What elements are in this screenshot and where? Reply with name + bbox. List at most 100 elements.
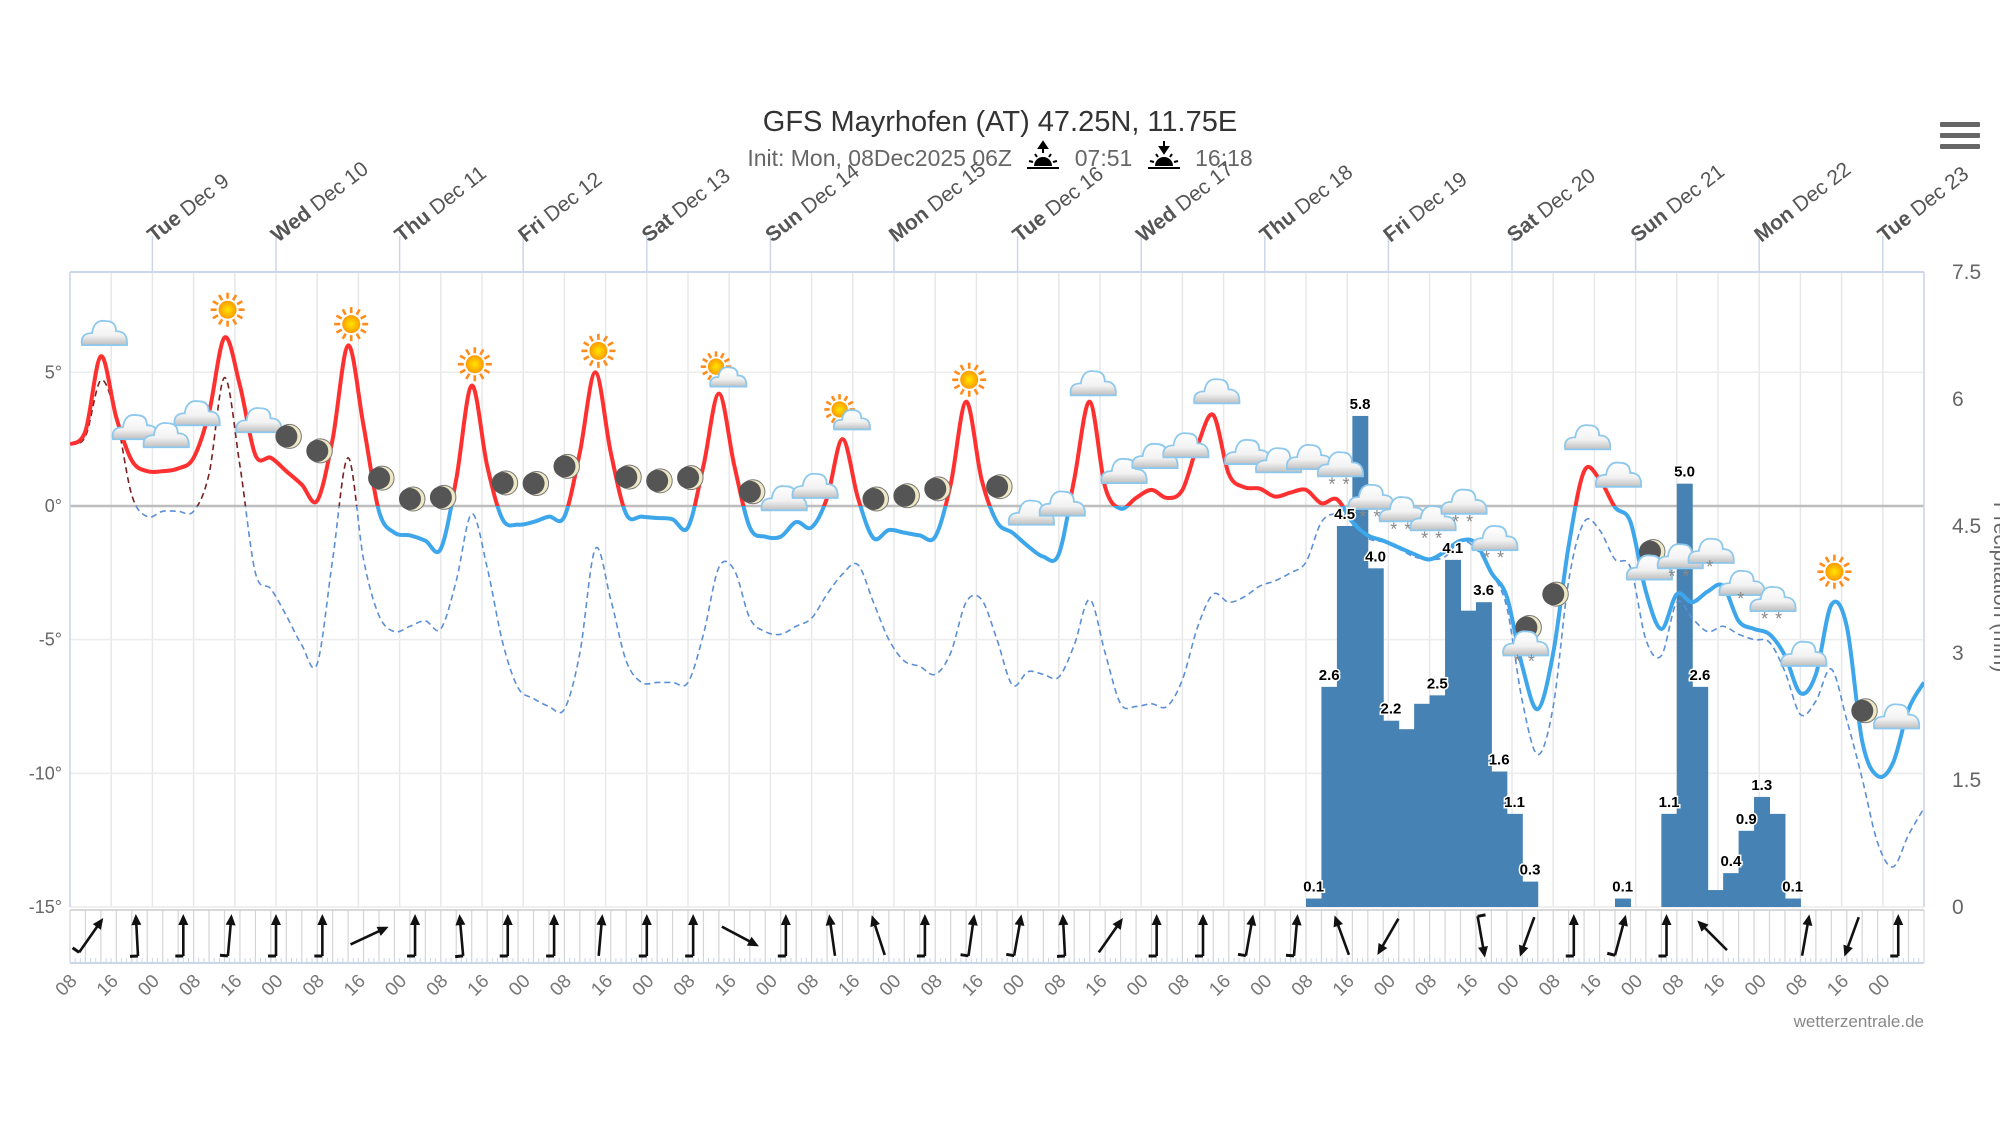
weather-icon-cloud-icon <box>1038 490 1086 517</box>
wind-arrow-icon <box>219 914 236 958</box>
weather-icon-cloud-icon <box>1069 370 1117 397</box>
wind-arrow-icon <box>1097 917 1123 954</box>
wind-barb <box>1477 913 1486 918</box>
day-label: Tue Dec 16 <box>1009 162 1108 247</box>
wind-barb <box>455 954 464 959</box>
wind-arrow-head <box>870 915 880 928</box>
precipitation-bar <box>1445 559 1461 907</box>
sun-ray <box>212 300 219 306</box>
snowflake: * <box>1668 566 1675 586</box>
sun-ray <box>847 400 854 406</box>
precipitation-bar-label: 2.6 <box>1319 667 1340 684</box>
hour-tick-label: 16 <box>1823 971 1853 1001</box>
plot-area <box>70 272 1924 907</box>
hour-tick-label: 00 <box>999 971 1029 1001</box>
snowflake: * <box>1342 474 1349 494</box>
chart-title: GFS Mayrhofen (AT) 47.25N, 11.75E <box>762 106 1238 138</box>
wind-arrow-head <box>225 914 236 926</box>
wind-arrow-head <box>967 914 978 926</box>
precipitation-bar <box>1506 813 1523 907</box>
wind-barb <box>71 946 80 954</box>
snowflake: * <box>1404 519 1411 539</box>
precipitation-bar-label: 0.1 <box>1782 879 1803 896</box>
precipitation-bar <box>1352 415 1369 907</box>
sun-ray <box>231 294 238 301</box>
day-label: Fri Dec 19 <box>1379 168 1471 247</box>
hour-tick-label: 16 <box>1576 971 1606 1001</box>
sun-ray <box>707 352 713 359</box>
weather-icon-cloud-icon <box>80 319 128 346</box>
sun-ray <box>702 370 709 376</box>
weather-icon-sun-cloud-icon <box>824 394 871 431</box>
weather-icon-cloud-icon <box>235 407 283 434</box>
cloud-shape <box>142 422 190 449</box>
precipitation-bars <box>1306 415 1801 907</box>
wind-arrow-icon <box>1056 914 1069 958</box>
hour-tick-label: 08 <box>1535 971 1565 1001</box>
hour-tick-label: 08 <box>546 971 576 1001</box>
sun-ray <box>1824 556 1831 563</box>
wind-arrow-shaft <box>1521 916 1536 950</box>
weather-icon-cloud-icon <box>1780 640 1828 667</box>
sun-ray <box>360 328 367 334</box>
hour-tick-label: 16 <box>340 971 370 1001</box>
weather-icon-snow-icon: * * <box>1440 488 1488 532</box>
wind-arrow-shaft <box>458 921 465 957</box>
cloud-shape <box>1471 525 1519 552</box>
precipitation-bar-label: 3.6 <box>1473 582 1494 599</box>
hour-tick-label: 16 <box>711 971 741 1001</box>
sun-ray <box>602 359 609 367</box>
weather-icon-snow-icon: * * <box>1471 525 1519 568</box>
wind-arrow-icon <box>638 914 652 958</box>
chart-subtitle: Init: Mon, 08Dec2025 06Z 07:51 16:18 <box>0 140 2000 172</box>
wind-arrow-icon <box>1377 918 1400 956</box>
sun-ray <box>465 348 471 356</box>
weather-icons: * ** ** * * ** ** ** ** * *** * <box>80 292 1921 730</box>
snowflake: * <box>1373 507 1380 527</box>
wind-arrow-icon <box>825 914 837 956</box>
sun-ray <box>465 373 471 380</box>
weather-icon-moon-icon <box>677 465 704 491</box>
precipitation-bar <box>1661 813 1678 907</box>
wind-arrow-head <box>1246 914 1257 927</box>
hour-tick-label: 00 <box>876 971 906 1001</box>
wind-arrow-head <box>92 917 104 930</box>
wind-arrow-shaft <box>721 925 753 944</box>
sun-ray <box>978 384 985 390</box>
snowflake: * <box>1514 651 1521 671</box>
cloud-shape <box>1316 451 1364 478</box>
precipitation-bar <box>1367 568 1384 907</box>
hour-tick-label: 16 <box>1700 971 1730 1001</box>
precipitation-bar-label: 1.3 <box>1751 777 1772 794</box>
cloud-shape <box>1100 457 1148 484</box>
hour-tick-label: 16 <box>1453 971 1483 1001</box>
moon-shadow <box>893 484 916 507</box>
day-label: Tue Dec 9 <box>143 169 233 247</box>
wind-arrow-head <box>1478 945 1488 958</box>
precipitation-bar <box>1692 686 1709 907</box>
sun-ray <box>236 314 243 320</box>
moon-shadow <box>924 477 947 500</box>
day-label: Sat Dec 20 <box>1503 164 1600 247</box>
sun-ray <box>217 318 224 326</box>
weather-icon-moon-icon <box>398 486 426 512</box>
wind-arrow-head <box>1377 943 1388 956</box>
wind-arrow-shaft <box>1476 916 1485 951</box>
left-axis-tick-label: -10° <box>29 763 62 783</box>
wind-arrow-icon <box>175 914 189 958</box>
wind-barb <box>1606 951 1616 957</box>
precipitation-bar <box>1707 890 1724 907</box>
grid <box>69 271 1925 908</box>
wind-arrow-icon <box>1565 914 1579 958</box>
wind-arrow-icon <box>1148 914 1162 958</box>
wind-arrow-icon <box>350 926 389 946</box>
wind-arrow-head <box>1198 914 1208 925</box>
cloud-shape <box>1440 488 1488 515</box>
wind-arrow-shaft <box>1244 921 1254 956</box>
hamburger-menu-icon[interactable] <box>1940 122 1980 154</box>
right-axis-title: Precipitation (mm) <box>1989 501 2000 673</box>
moon-shadow <box>368 467 391 490</box>
sun-disc <box>218 300 237 319</box>
cloud-shape <box>1594 461 1643 488</box>
